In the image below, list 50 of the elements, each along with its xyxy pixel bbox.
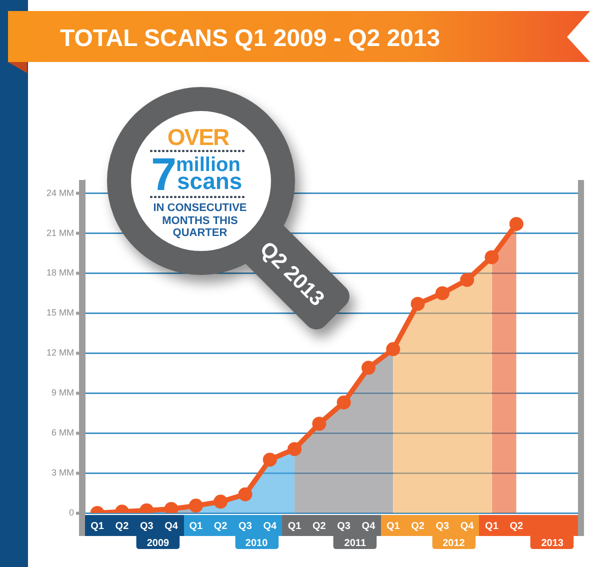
y-tick-label: 6 MM <box>52 428 74 438</box>
point <box>509 216 524 231</box>
point <box>288 442 302 456</box>
text: 2011 <box>344 538 366 549</box>
y-tick-label: 12 MM <box>46 348 74 358</box>
annotation: 7 <box>151 148 177 200</box>
x-tick-label: Q1 <box>386 520 400 532</box>
x-tick-label: Q2 <box>510 520 524 532</box>
x-tick-label: Q1 <box>90 520 104 532</box>
x-tick-label: Q2 <box>411 520 425 532</box>
text: 2010 <box>245 538 268 549</box>
x-tick-label: Q4 <box>164 520 178 532</box>
point <box>238 487 252 502</box>
y-tick-label: 24 MM <box>46 188 74 198</box>
text: 2012 <box>442 538 466 549</box>
point <box>435 286 450 300</box>
point <box>262 452 277 467</box>
x-tick-label: Q3 <box>140 520 154 532</box>
point <box>386 342 400 356</box>
x-tick-label: Q4 <box>263 520 277 532</box>
x-tick-label: Q3 <box>337 520 351 532</box>
point <box>361 360 376 375</box>
point <box>214 494 228 509</box>
x-tick-label: Q4 <box>362 520 376 532</box>
y-tick-label: 9 MM <box>52 388 74 398</box>
x-tick-label: Q2 <box>214 520 228 532</box>
chart-title: TOTAL SCANS Q1 2009 - Q2 2013 <box>60 25 440 52</box>
point <box>188 498 203 513</box>
y-tick-label: 0 <box>68 507 74 518</box>
y-tick-label: 3 MM <box>52 468 74 478</box>
text: 2009 <box>146 538 170 549</box>
x-tick-label: Q1 <box>288 520 302 532</box>
text: 2013 <box>541 538 564 549</box>
annotation: IN CONSECUTIVE MONTHS THIS QUARTER <box>152 202 248 240</box>
y-tick-label: 21 MM <box>46 228 74 238</box>
x-tick-label: Q3 <box>238 520 252 532</box>
point <box>410 296 425 311</box>
text: OVER <box>167 124 229 150</box>
x-tick-label: Q4 <box>460 520 474 532</box>
point <box>336 395 351 410</box>
y-tick-label: 15 MM <box>46 308 74 318</box>
point <box>484 250 499 264</box>
point <box>460 272 474 287</box>
x-tick-label: Q3 <box>436 520 450 532</box>
x-tick-label: Q2 <box>115 520 130 532</box>
x-tick-label: Q1 <box>189 520 204 532</box>
x-tick-label: Q1 <box>485 520 499 532</box>
x-tick-label: Q2 <box>312 520 326 532</box>
point <box>312 416 326 431</box>
y-tick-label: 18 MM <box>46 268 74 278</box>
